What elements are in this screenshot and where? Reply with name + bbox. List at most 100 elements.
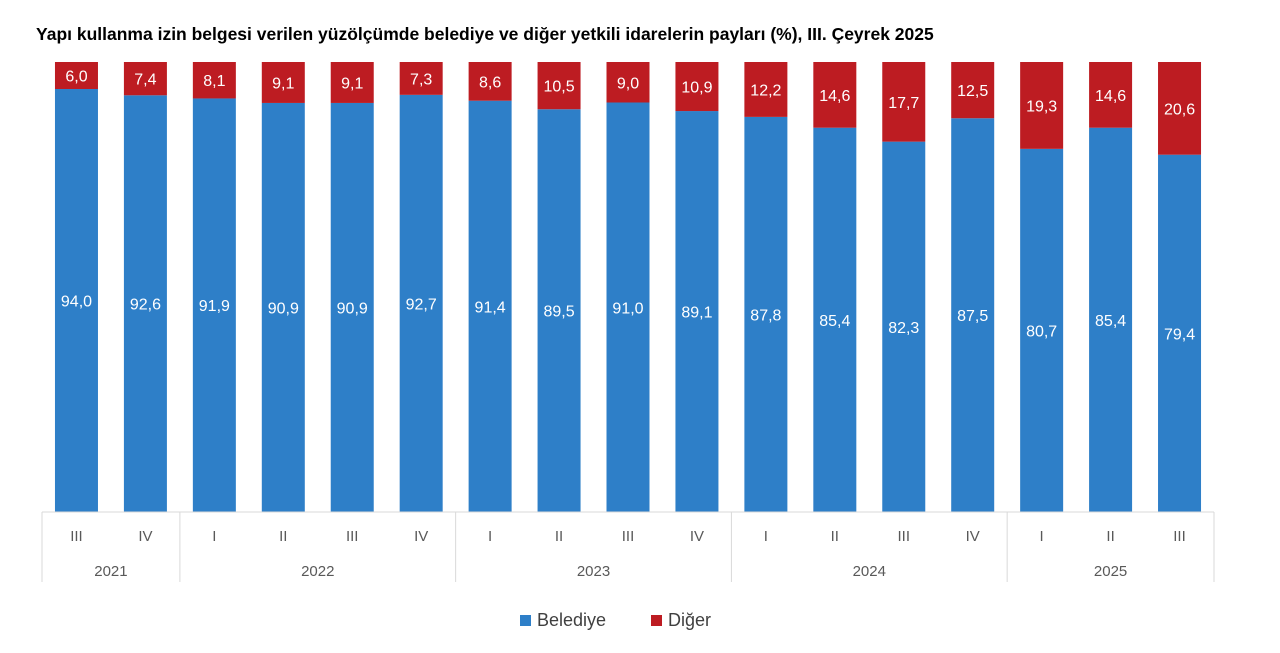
- x-tick-label: III: [622, 528, 635, 545]
- x-group-label: 2022: [301, 563, 334, 580]
- bar-diger: [1158, 62, 1202, 155]
- data-label-diger: 8,1: [203, 73, 225, 90]
- bars-layer: 94,0 6,0 92,6 7,4 91,9 8,1 90,9 9,1 90,9 9,1 92,7 7…: [54, 62, 1202, 513]
- bar-diger: [54, 62, 98, 89]
- x-group-label: 2023: [577, 563, 610, 580]
- chart-title: Yapı kullanma izin belgesi verilen yüzöl…: [36, 24, 934, 44]
- x-tick-label: II: [1106, 528, 1114, 545]
- bar-belediye: [813, 127, 857, 512]
- x-tick-label: III: [898, 528, 911, 545]
- bar-diger: [606, 62, 650, 103]
- data-label-diger: 7,4: [134, 72, 156, 89]
- bar-diger: [744, 62, 788, 117]
- x-tick-label: II: [555, 528, 563, 545]
- bar-belediye: [744, 116, 788, 513]
- bar-belediye: [675, 111, 719, 513]
- bar-diger: [1020, 62, 1064, 149]
- bar-belediye: [399, 94, 443, 512]
- data-label-diger: 14,6: [819, 88, 850, 105]
- bar-belediye: [1158, 154, 1202, 512]
- data-label-diger: 10,9: [681, 80, 712, 97]
- bar-diger: [675, 62, 719, 112]
- data-label-belediye: 87,5: [957, 308, 988, 325]
- data-label-diger: 6,0: [65, 69, 87, 86]
- legend-label-belediye: Belediye: [537, 610, 607, 630]
- bar-diger: [1089, 62, 1133, 128]
- bar-belediye: [537, 109, 581, 512]
- bar-diger: [468, 62, 512, 101]
- x-tick-label: IV: [966, 528, 980, 545]
- data-label-belediye: 79,4: [1164, 326, 1195, 343]
- data-label-belediye: 80,7: [1026, 323, 1057, 340]
- data-label-belediye: 92,6: [130, 297, 161, 314]
- x-tick-label: II: [279, 528, 287, 545]
- x-tick-label: IV: [138, 528, 152, 545]
- bar-diger: [192, 62, 236, 99]
- data-label-belediye: 85,4: [819, 313, 850, 330]
- bar-diger: [951, 62, 995, 119]
- x-tick-label: IV: [414, 528, 428, 545]
- data-label-belediye: 89,5: [543, 304, 574, 321]
- x-group-label: 2025: [1094, 563, 1127, 580]
- bar-belediye: [951, 118, 995, 512]
- legend-item-diger: Diğer: [651, 610, 711, 631]
- bar-belediye: [261, 102, 305, 512]
- bar-belediye: [882, 141, 926, 512]
- bar-diger: [123, 62, 167, 96]
- data-label-diger: 8,6: [479, 74, 501, 91]
- legend-label-diger: Diğer: [668, 610, 712, 630]
- data-label-belediye: 82,3: [888, 320, 919, 337]
- data-label-diger: 17,7: [888, 95, 919, 112]
- data-label-belediye: 90,9: [268, 300, 299, 317]
- data-label-diger: 12,2: [750, 82, 781, 99]
- data-label-belediye: 85,4: [1095, 313, 1126, 330]
- x-tick-label: III: [70, 528, 83, 545]
- data-label-diger: 9,0: [617, 75, 639, 92]
- data-label-belediye: 91,0: [612, 300, 643, 317]
- x-tick-label: II: [831, 528, 839, 545]
- data-label-diger: 20,6: [1164, 101, 1195, 118]
- x-group-label: 2024: [853, 563, 886, 580]
- data-label-belediye: 91,4: [475, 299, 506, 316]
- bar-belediye: [1020, 148, 1064, 512]
- bar-belediye: [468, 100, 512, 512]
- bar-belediye: [54, 89, 98, 512]
- bar-diger: [882, 62, 926, 142]
- x-tick-label: III: [346, 528, 359, 545]
- data-label-belediye: 91,9: [199, 298, 230, 315]
- data-label-belediye: 92,7: [406, 296, 437, 313]
- bar-belediye: [606, 102, 650, 512]
- legend-item-belediye: Belediye: [520, 610, 606, 631]
- x-tick-label: I: [764, 528, 768, 545]
- bar-belediye: [330, 102, 374, 512]
- bar-diger: [813, 62, 857, 128]
- bar-belediye: [123, 95, 167, 513]
- legend-swatch-belediye: [520, 615, 531, 626]
- data-label-belediye: 89,1: [681, 305, 712, 322]
- bar-diger: [261, 62, 305, 103]
- data-label-belediye: 87,8: [750, 307, 781, 324]
- x-tick-label: I: [1040, 528, 1044, 545]
- data-label-diger: 9,1: [341, 75, 363, 92]
- x-tick-label: I: [212, 528, 216, 545]
- x-tick-label: I: [488, 528, 492, 545]
- data-label-diger: 19,3: [1026, 98, 1057, 115]
- x-group-label: 2021: [94, 563, 127, 580]
- x-tick-label: IV: [690, 528, 704, 545]
- legend-swatch-diger: [651, 615, 662, 626]
- x-tick-label: III: [1173, 528, 1186, 545]
- legend: Belediye Diğer: [0, 610, 1280, 634]
- bar-belediye: [192, 98, 236, 512]
- bar-diger: [330, 62, 374, 103]
- data-label-diger: 9,1: [272, 75, 294, 92]
- data-label-belediye: 94,0: [61, 294, 92, 311]
- data-label-diger: 7,3: [410, 71, 432, 88]
- bar-diger: [399, 62, 443, 95]
- data-label-diger: 10,5: [543, 79, 574, 96]
- stacked-bar-chart: 94,0 6,0 92,6 7,4 91,9 8,1 90,9 9,1 90,9 9,1 92,7 7…: [41, 62, 1215, 582]
- data-label-diger: 14,6: [1095, 88, 1126, 105]
- data-label-belediye: 90,9: [337, 300, 368, 317]
- bar-belediye: [1089, 127, 1133, 512]
- bar-diger: [537, 62, 581, 110]
